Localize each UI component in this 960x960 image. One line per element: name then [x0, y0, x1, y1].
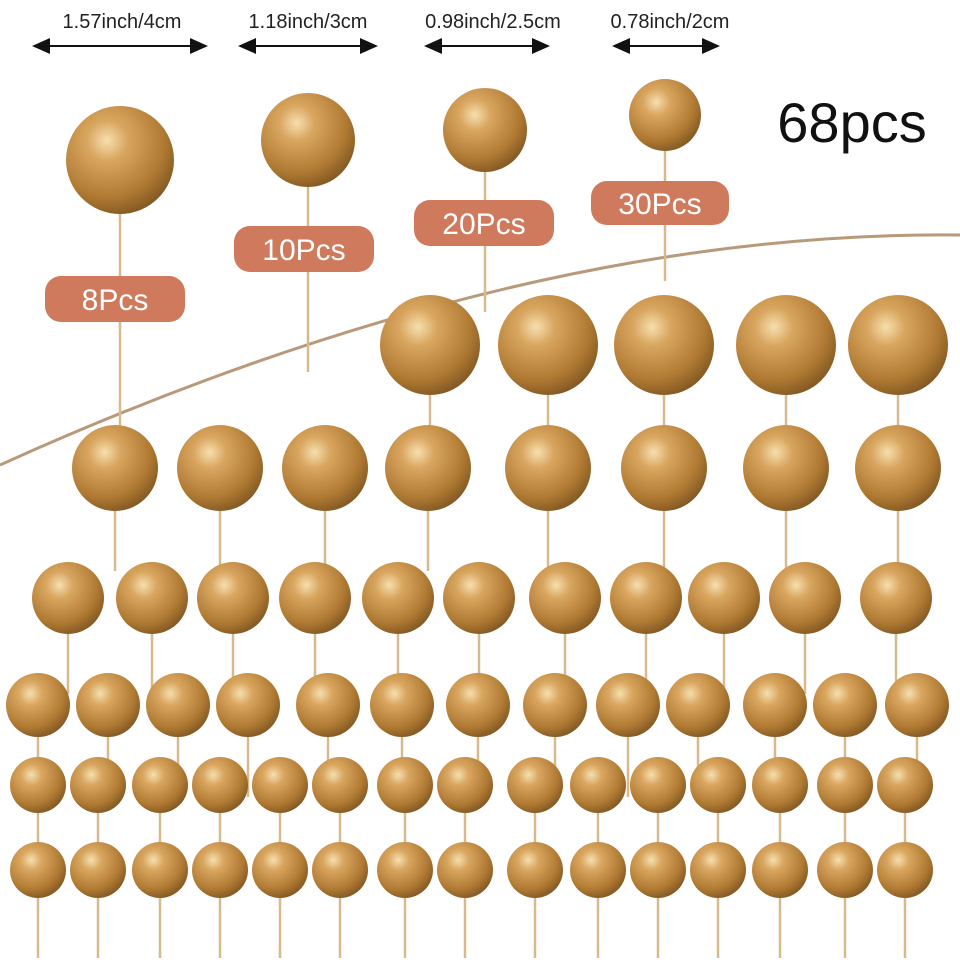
ball [498, 295, 598, 395]
pill [45, 276, 185, 322]
ball [146, 673, 210, 737]
ball [362, 562, 434, 634]
ball [743, 425, 829, 511]
ball [610, 562, 682, 634]
pill [234, 226, 374, 272]
ball [282, 425, 368, 511]
ball [296, 673, 360, 737]
size-label: 0.78inch/2cm [611, 11, 730, 33]
ball [66, 106, 174, 214]
ball [752, 842, 808, 898]
ball [76, 673, 140, 737]
size-label: 1.57inch/4cm [63, 11, 182, 33]
ball [630, 757, 686, 813]
ball [529, 562, 601, 634]
ball [132, 757, 188, 813]
total-label: 68pcs [777, 91, 926, 154]
ball [437, 757, 493, 813]
ball [736, 295, 836, 395]
ball [817, 842, 873, 898]
ball [192, 842, 248, 898]
ball [688, 562, 760, 634]
ball [743, 673, 807, 737]
count-pills: 8Pcs 10Pcs 20Pcs 30Pcs [45, 181, 729, 322]
ball [370, 673, 434, 737]
ball [877, 757, 933, 813]
ball [570, 842, 626, 898]
ball [443, 562, 515, 634]
ball [877, 842, 933, 898]
ball [690, 842, 746, 898]
ball [596, 673, 660, 737]
ball [443, 88, 527, 172]
ball [855, 425, 941, 511]
ball [752, 757, 808, 813]
balls [6, 79, 949, 958]
size-label: 1.18inch/3cm [249, 11, 368, 33]
ball [10, 757, 66, 813]
pill [414, 200, 554, 246]
ball [380, 295, 480, 395]
ball [252, 842, 308, 898]
ball [377, 757, 433, 813]
ball [614, 295, 714, 395]
count-label: 8Pcs [82, 284, 149, 317]
ball [507, 757, 563, 813]
ball [132, 842, 188, 898]
ball [570, 757, 626, 813]
ball [630, 842, 686, 898]
count-label: 20Pcs [442, 208, 525, 241]
ball [32, 562, 104, 634]
ball [385, 425, 471, 511]
ball [507, 842, 563, 898]
ball [437, 842, 493, 898]
size-label: 0.98inch/2.5cm [425, 11, 561, 33]
ball [621, 425, 707, 511]
ball [177, 425, 263, 511]
count-label: 10Pcs [262, 234, 345, 267]
ball [192, 757, 248, 813]
ball [70, 757, 126, 813]
pill [591, 181, 729, 225]
ball [72, 425, 158, 511]
size-labels: 1.57inch/4cm 1.18inch/3cm 0.98inch/2.5cm… [32, 11, 730, 54]
ball [860, 562, 932, 634]
ball [817, 757, 873, 813]
ball [279, 562, 351, 634]
ball [690, 757, 746, 813]
ball [813, 673, 877, 737]
ball [10, 842, 66, 898]
ball [312, 757, 368, 813]
ball [885, 673, 949, 737]
ball [197, 562, 269, 634]
ball [312, 842, 368, 898]
ball [769, 562, 841, 634]
ball [6, 673, 70, 737]
ball [70, 842, 126, 898]
ball [629, 79, 701, 151]
ball [377, 842, 433, 898]
count-label: 30Pcs [618, 188, 701, 221]
divider-curve [0, 233, 960, 467]
ball [523, 673, 587, 737]
ball [446, 673, 510, 737]
ball [505, 425, 591, 511]
ball [252, 757, 308, 813]
ball [261, 93, 355, 187]
ball [848, 295, 948, 395]
ball [216, 673, 280, 737]
ball [666, 673, 730, 737]
ball [116, 562, 188, 634]
